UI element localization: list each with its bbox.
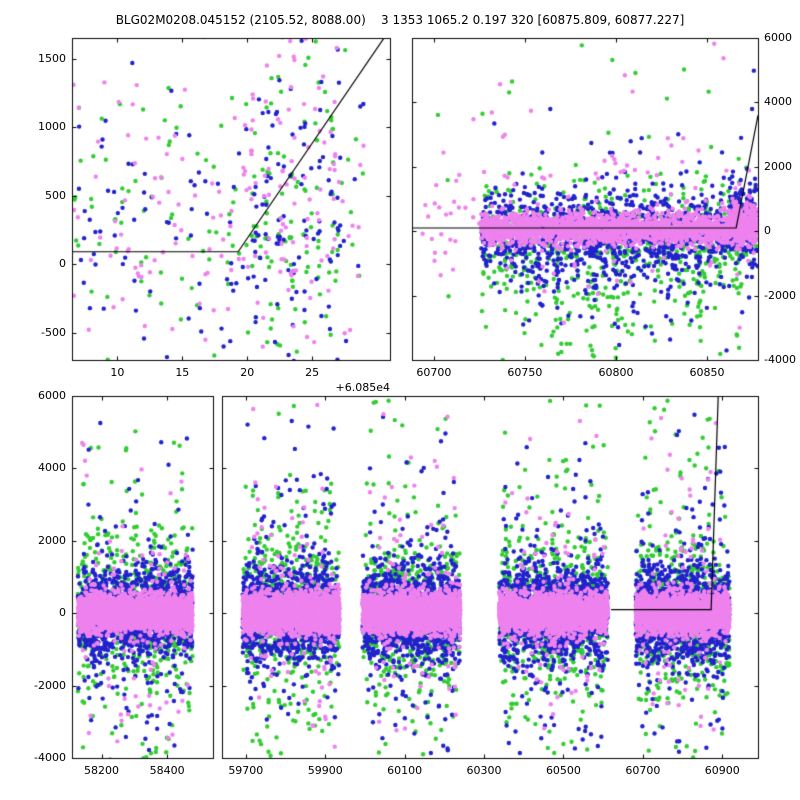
tick-label: -4000: [764, 353, 796, 366]
tick-label: 1500: [38, 51, 66, 65]
tick-label: 58400: [149, 764, 185, 777]
tick-label: 60750: [507, 366, 543, 379]
tick-label: 2000: [38, 533, 66, 547]
tick-label: 1000: [38, 120, 66, 134]
tick-label: 10: [110, 366, 125, 379]
tick-label: -500: [41, 325, 66, 339]
tick-label: 59700: [228, 764, 264, 777]
tick-label: 60700: [625, 764, 661, 777]
tick-label: 20: [240, 366, 255, 379]
tick-label: 0: [764, 224, 771, 238]
tick-label: 500: [45, 188, 66, 202]
tick-label: 4000: [764, 95, 792, 109]
tick-label: 6000: [764, 31, 792, 44]
tick-label: +6.085e4: [335, 381, 390, 394]
tick-label: -2000: [764, 288, 796, 302]
tick-label: 60500: [545, 764, 581, 777]
tick-label: 60100: [387, 764, 423, 777]
tick-label: 0: [59, 257, 66, 271]
tick-label: 0: [59, 606, 66, 620]
tick-label: -4000: [34, 751, 66, 764]
figure-title: BLG02M0208.045152 (2105.52, 8088.00) 3 1…: [115, 13, 685, 27]
tick-label: 4000: [38, 461, 66, 475]
tick-label: 2000: [764, 159, 792, 173]
tick-label: 58200: [84, 764, 119, 777]
tick-label: 60850: [689, 366, 725, 379]
tick-label: 60800: [598, 366, 634, 379]
tick-label: 60700: [416, 366, 452, 379]
tick-label: 6000: [38, 389, 66, 402]
tick-label: 59900: [307, 764, 343, 777]
tick-label: 15: [175, 366, 190, 379]
tick-label: -2000: [34, 678, 66, 692]
tick-label: 25: [305, 366, 320, 379]
tick-label: 60900: [704, 764, 740, 777]
tick-label: 60300: [466, 764, 502, 777]
